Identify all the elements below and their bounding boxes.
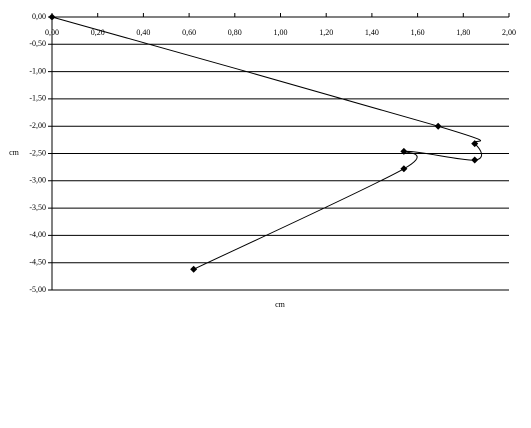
data-line xyxy=(51,16,483,270)
data-point xyxy=(400,165,408,173)
x-tick-label: 0,40 xyxy=(136,28,150,37)
data-point xyxy=(48,13,56,21)
y-tick-label: -5,00 xyxy=(29,285,46,294)
x-tick-label: 2,00 xyxy=(502,28,516,37)
x-tick-label: 1,20 xyxy=(319,28,333,37)
y-tick-label: -1,50 xyxy=(29,94,46,103)
data-point xyxy=(190,265,198,273)
data-point xyxy=(471,156,479,164)
y-tick-label: 0,00 xyxy=(32,12,46,21)
y-tick-label: -4,00 xyxy=(29,230,46,239)
y-tick-label: -3,00 xyxy=(29,176,46,185)
x-tick-label: 0,00 xyxy=(45,28,59,37)
x-tick-label: 1,60 xyxy=(411,28,425,37)
y-tick-label: -2,00 xyxy=(29,121,46,130)
y-tick-label: -3,50 xyxy=(29,203,46,212)
x-tick-label: 0,80 xyxy=(228,28,242,37)
x-tick-label: 1,40 xyxy=(365,28,379,37)
data-point xyxy=(400,147,408,155)
x-tick-label: 1,80 xyxy=(456,28,470,37)
y-tick-label: -4,50 xyxy=(29,258,46,267)
y-axis-label: cm xyxy=(9,148,20,157)
data-point xyxy=(471,140,479,148)
x-tick-label: 1,00 xyxy=(274,28,288,37)
y-tick-label: -1,00 xyxy=(29,66,46,75)
x-tick-label: 0,20 xyxy=(91,28,105,37)
y-tick-label: -0,50 xyxy=(29,39,46,48)
x-tick-label: 0,60 xyxy=(182,28,196,37)
y-tick-label: -2,50 xyxy=(29,148,46,157)
x-axis-label: cm xyxy=(275,300,286,309)
data-point xyxy=(434,122,442,130)
